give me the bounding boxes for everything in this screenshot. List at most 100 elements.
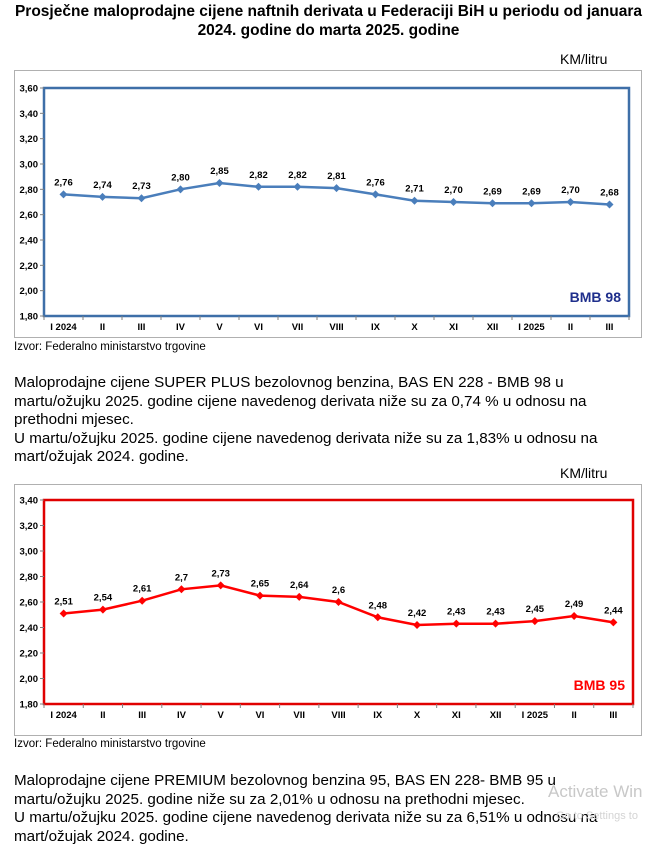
paragraph2: Maloprodajne cijene PREMIUM bezolovnog b…	[14, 772, 644, 846]
chart2-point-marker	[98, 605, 107, 614]
chart2-data-label: 2,43	[447, 607, 466, 618]
chart1-point-marker	[98, 192, 107, 201]
chart2-xtick-label: VIII	[331, 710, 345, 721]
chart1-ytick-label: 2,00	[20, 286, 39, 297]
chart1-ytick-label: 3,40	[20, 109, 39, 120]
chart2-data-label: 2,43	[486, 607, 505, 618]
chart2-xtick-label: III	[609, 710, 617, 721]
chart1-xtick-label: II	[568, 322, 573, 333]
chart2-xtick-label: II	[571, 710, 576, 721]
chart2-point-marker	[177, 585, 186, 594]
chart2-xtick-label: VII	[293, 710, 305, 721]
chart1-ytick-label: 3,60	[20, 84, 39, 95]
chart2-point-marker	[373, 613, 382, 622]
chart1-data-label: 2,69	[522, 186, 541, 197]
chart1-point-marker	[215, 179, 224, 187]
chart2-xtick-label: V	[218, 710, 225, 721]
chart2-xtick-label: III	[138, 710, 146, 721]
chart2-xtick-label: XI	[452, 710, 461, 721]
chart2-ytick-label: 2,20	[20, 649, 39, 660]
paragraph1-line1: Maloprodajne cijene SUPER PLUS bezolovno…	[14, 374, 587, 428]
chart2-point-marker	[216, 581, 225, 590]
chart2-xtick-label: I 2024	[50, 710, 77, 721]
chart2-data-label: 2,44	[604, 605, 623, 616]
chart1-data-label: 2,80	[171, 172, 190, 183]
chart2-data-label: 2,45	[526, 604, 545, 615]
chart1-data-label: 2,73	[132, 181, 151, 192]
chart1-data-label: 2,71	[405, 184, 424, 195]
chart2-point-marker	[570, 612, 579, 621]
chart1-point-marker	[566, 198, 575, 206]
chart1-xtick-label: II	[100, 322, 105, 333]
chart1-xtick-label: XI	[449, 322, 458, 333]
chart2-point-marker	[452, 619, 461, 628]
chart2-point-marker	[59, 609, 68, 618]
chart1-point-marker	[371, 190, 380, 199]
chart2-xtick-label: IV	[177, 710, 187, 721]
chart2-data-label: 2,73	[211, 568, 230, 579]
chart1-xtick-label: VI	[254, 322, 263, 333]
chart2-data-label: 2,48	[369, 600, 388, 611]
chart1-point-marker	[293, 182, 302, 191]
chart2-data-label: 2,64	[290, 580, 309, 591]
chart1-ytick-label: 3,20	[20, 134, 39, 145]
chart1-point-marker	[59, 190, 68, 199]
chart1-ytick-label: 3,00	[20, 160, 39, 171]
chart2-ytick-label: 3,20	[20, 521, 39, 532]
chart2-xtick-label: XII	[490, 710, 502, 721]
chart2-point-marker	[413, 620, 422, 629]
chart1-plot-frame	[42, 86, 631, 318]
paragraph1-line2: U martu/ožujku 2025. godine cijene naved…	[14, 429, 598, 466]
chart1-data-label: 2,70	[444, 185, 463, 196]
chart1-point-marker	[254, 182, 263, 191]
chart1-point-marker	[176, 185, 185, 194]
chart1-data-label: 2,82	[288, 170, 307, 181]
chart1-data-label: 2,81	[327, 171, 346, 182]
chart2-data-label: 2,49	[565, 599, 584, 610]
chart2-point-marker	[334, 598, 343, 606]
chart2-point-marker	[491, 619, 500, 628]
chart1-xtick-label: VII	[292, 322, 304, 333]
chart2-point-marker	[255, 591, 264, 600]
chart2-xtick-label: VI	[255, 710, 264, 721]
chart1-point-marker	[449, 198, 458, 206]
chart2-series-label: BMB 95	[574, 677, 626, 693]
chart1-data-label: 2,82	[249, 170, 268, 181]
chart2-point-marker	[138, 596, 147, 605]
chart1-data-label: 2,74	[93, 180, 112, 191]
chart2-data-label: 2,7	[175, 572, 188, 583]
chart1-point-marker	[605, 200, 614, 209]
chart1-outer-frame	[14, 70, 642, 338]
chart2-ytick-label: 3,40	[20, 496, 39, 507]
paragraph2-line1: Maloprodajne cijene PREMIUM bezolovnog b…	[14, 772, 556, 808]
chart2-data-label: 2,65	[251, 579, 270, 590]
chart2-xtick-label: X	[414, 710, 421, 721]
chart1-data-label: 2,76	[54, 177, 73, 188]
chart1-data-label: 2,70	[561, 185, 580, 196]
chart2-ytick-label: 2,60	[20, 598, 39, 609]
chart1-xtick-label: IX	[371, 322, 381, 333]
chart2-xtick-label: I 2025	[522, 710, 549, 721]
chart1-xtick-label: IV	[176, 322, 186, 333]
chart1-source: Izvor: Federalno ministarstvo trgovine	[14, 341, 206, 353]
chart2-ytick-label: 3,00	[20, 547, 39, 558]
chart1-xtick-label: I 2025	[518, 322, 545, 333]
chart1-ytick-label: 2,80	[20, 185, 39, 196]
paragraph2-line2: U martu/ožujku 2025. godine cijene naved…	[14, 809, 598, 845]
chart1-unit-label: KM/litru	[560, 51, 608, 67]
chart2-point-marker	[295, 592, 304, 601]
chart1-data-label: 2,68	[600, 188, 619, 199]
chart1-point-marker	[488, 199, 497, 208]
chart1-data-label: 2,69	[483, 186, 502, 197]
chart1-ytick-label: 2,60	[20, 210, 39, 221]
watermark-line1: Activate Win	[548, 782, 643, 801]
chart2-data-label: 2,6	[332, 585, 345, 596]
chart2-ytick-label: 2,00	[20, 674, 39, 685]
page-title: Prosječne maloprodajne cijene naftnih de…	[14, 3, 643, 39]
chart2-ytick-label: 2,80	[20, 572, 39, 583]
chart1-xtick-label: V	[216, 322, 223, 333]
chart1-point-marker	[527, 199, 536, 208]
chart1-ytick-label: 2,20	[20, 261, 39, 272]
